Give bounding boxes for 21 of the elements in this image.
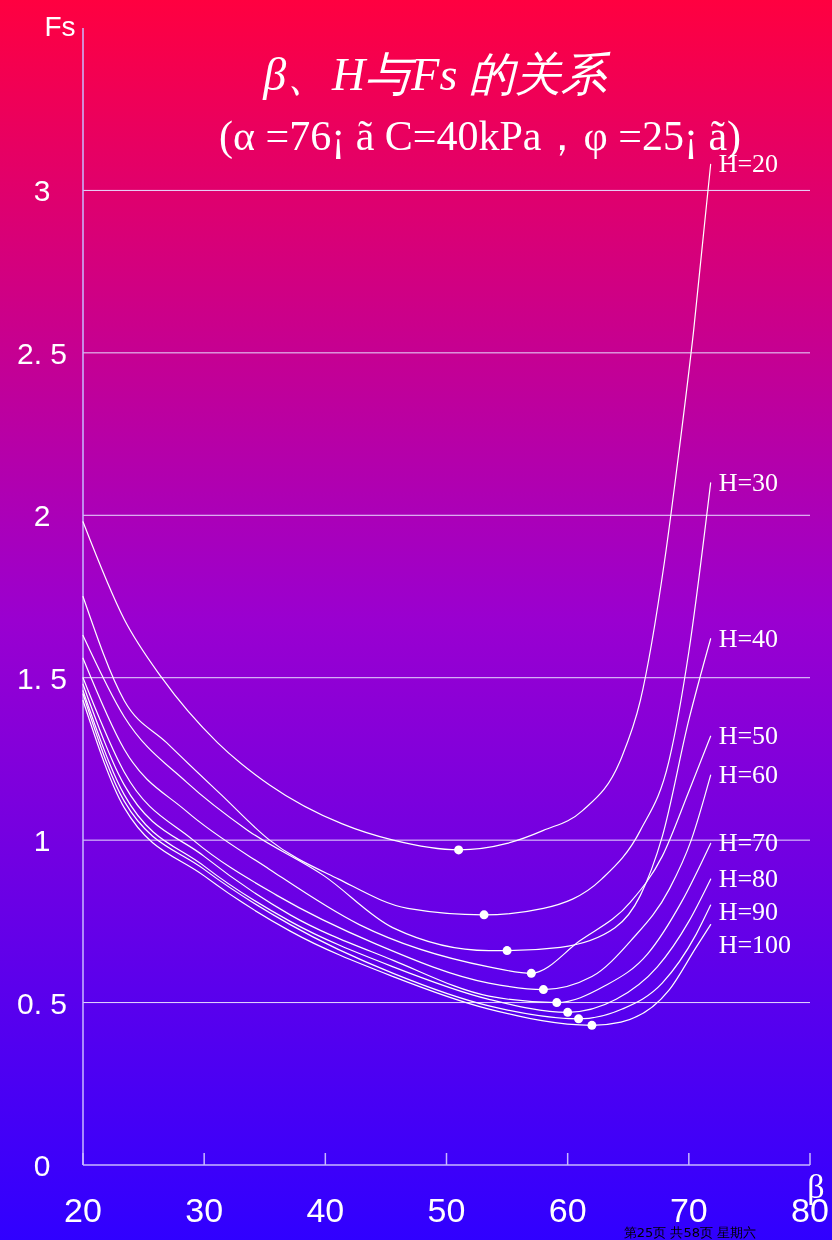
y-tick-label: 0. 5 (16, 986, 68, 1020)
series-label: H=50 (718, 721, 779, 751)
y-tick-label: 2 (33, 499, 51, 533)
y-axis-title: Fs (44, 11, 76, 42)
series-label: H=40 (718, 623, 779, 653)
series-label: H=60 (718, 760, 779, 790)
x-tick-label: 50 (427, 1191, 466, 1229)
series-label: H=90 (718, 897, 779, 927)
series-label: H=30 (718, 467, 779, 497)
y-tick-label: 2. 5 (16, 336, 68, 370)
series-label: H=80 (718, 864, 779, 894)
x-tick-label: 30 (185, 1191, 224, 1229)
x-tick-label: 40 (306, 1191, 345, 1229)
y-tick-label: 1 (33, 824, 51, 858)
series-label: H=100 (718, 930, 792, 960)
y-tick-label: 0 (33, 1149, 51, 1182)
x-tick-label: 60 (548, 1191, 587, 1229)
x-tick-label: 20 (64, 1191, 102, 1229)
text: β、H与Fs 的关系 (262, 49, 611, 100)
y-tick-label: 1. 5 (16, 661, 68, 695)
y-tick-label: 3 (33, 174, 51, 208)
